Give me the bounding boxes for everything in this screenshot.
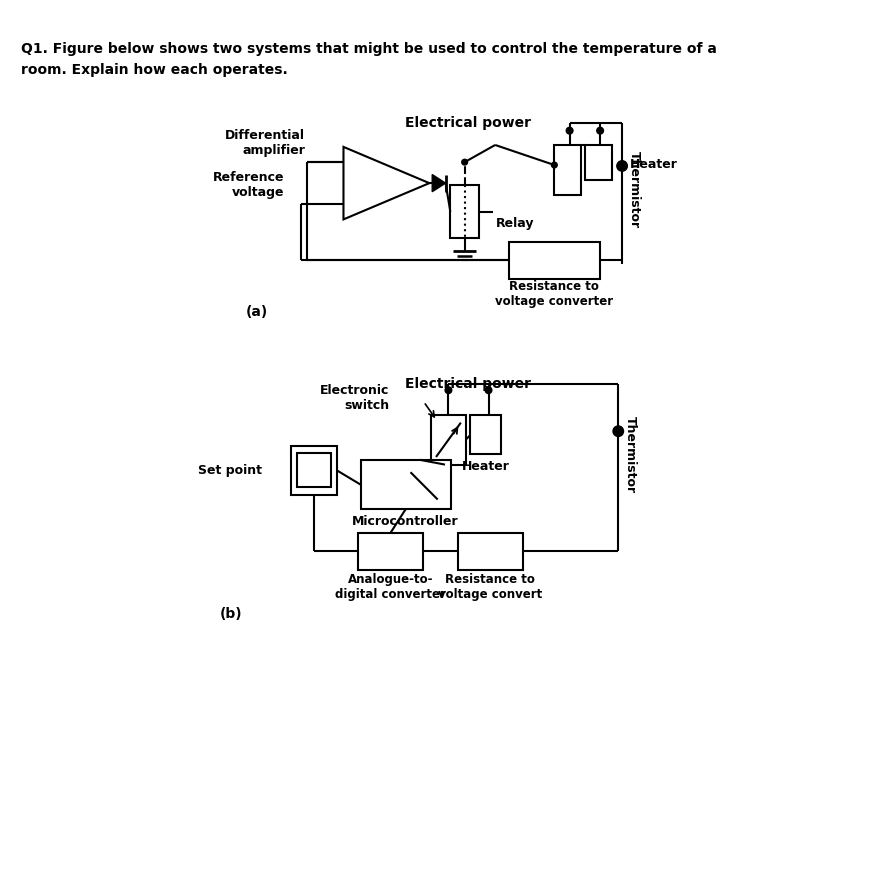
Text: Heater: Heater: [462, 460, 510, 473]
Text: Analogue-to-
digital converter: Analogue-to- digital converter: [334, 573, 446, 601]
Text: Electrical power: Electrical power: [404, 116, 530, 130]
Text: Electronic
switch: Electronic switch: [320, 384, 389, 412]
Text: Differential
amplifier: Differential amplifier: [226, 129, 306, 157]
Bar: [584, 145, 611, 180]
Text: Resistance to
voltage convert: Resistance to voltage convert: [438, 573, 543, 601]
Bar: [431, 415, 466, 464]
Circle shape: [551, 162, 557, 168]
Text: Microcontroller: Microcontroller: [352, 516, 459, 529]
Bar: [291, 446, 337, 495]
Circle shape: [485, 387, 492, 394]
Bar: [358, 533, 422, 570]
Circle shape: [597, 127, 604, 134]
Text: Reference
voltage: Reference voltage: [213, 171, 284, 199]
Bar: [458, 533, 523, 570]
Text: Electrical power: Electrical power: [404, 376, 530, 390]
Circle shape: [613, 426, 624, 436]
Text: Thermistor: Thermistor: [625, 416, 638, 494]
Text: Set point: Set point: [199, 464, 262, 476]
Text: Thermistor: Thermistor: [628, 152, 641, 228]
Text: Resistance to
voltage converter: Resistance to voltage converter: [496, 280, 613, 307]
Circle shape: [566, 127, 573, 134]
Bar: [554, 145, 581, 194]
Text: Q1. Figure below shows two systems that might be used to control the temperature: Q1. Figure below shows two systems that …: [21, 42, 717, 77]
Polygon shape: [432, 174, 446, 192]
Circle shape: [617, 161, 627, 172]
Bar: [470, 415, 501, 454]
Text: Heater: Heater: [630, 158, 678, 171]
Text: (a): (a): [246, 305, 268, 319]
Circle shape: [445, 387, 452, 394]
Text: (b): (b): [219, 607, 242, 621]
Bar: [510, 242, 600, 279]
Bar: [297, 453, 331, 488]
Bar: [450, 185, 479, 238]
Text: Relay: Relay: [496, 217, 535, 230]
Circle shape: [462, 159, 468, 165]
Bar: [361, 460, 451, 510]
